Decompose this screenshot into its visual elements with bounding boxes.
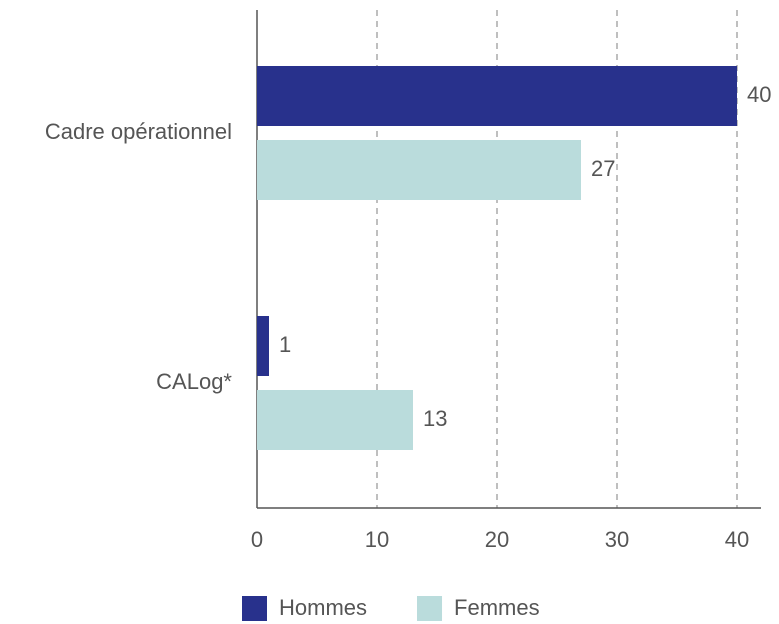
bar [257,140,581,200]
value-label: 40 [747,82,771,107]
y-tick-label: CALog* [156,369,232,394]
bar [257,390,413,450]
value-label: 27 [591,156,615,181]
bar [257,66,737,126]
x-tick-label: 20 [485,527,509,552]
bar [257,316,269,376]
x-tick-label: 30 [605,527,629,552]
legend-label: Femmes [454,595,540,620]
x-tick-label: 0 [251,527,263,552]
y-tick-label: Cadre opérationnel [45,119,232,144]
x-tick-label: 40 [725,527,749,552]
legend-swatch [242,596,267,621]
value-label: 13 [423,406,447,431]
value-label: 1 [279,332,291,357]
x-tick-label: 10 [365,527,389,552]
legend-swatch [417,596,443,621]
legend-label: Hommes [279,595,367,620]
